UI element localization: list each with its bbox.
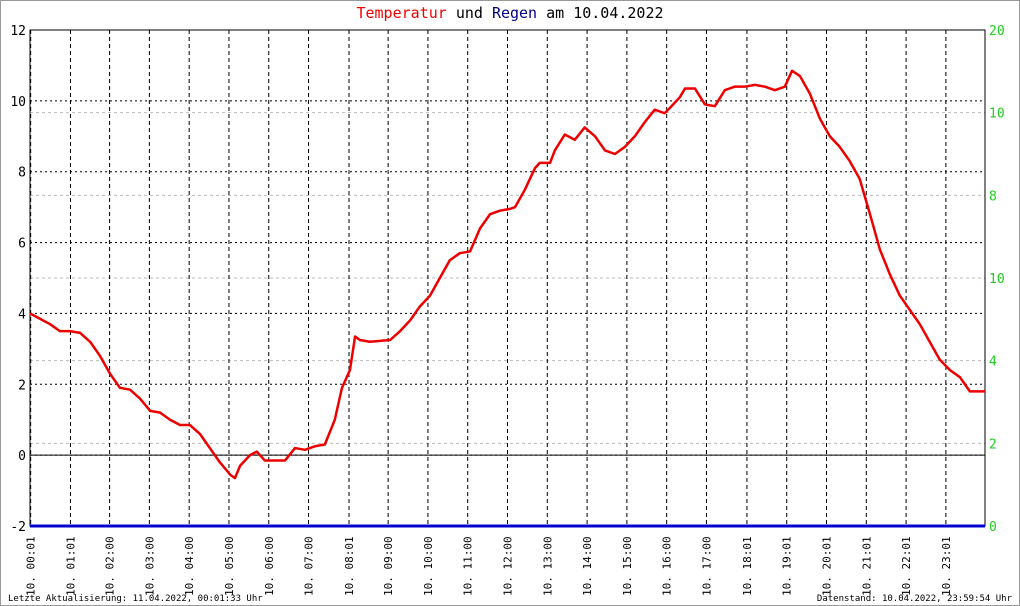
- title-part: Regen: [492, 4, 537, 22]
- y-tick-label: 12: [10, 24, 26, 39]
- x-tick-label: 10. 10:00: [422, 536, 435, 596]
- footer-right: Datenstand: 10.04.2022, 23:59:54 Uhr: [817, 594, 1013, 604]
- x-tick-label: 10. 16:00: [661, 536, 674, 596]
- y2-tick-label: 20: [989, 24, 1005, 39]
- x-tick-label: 10. 12:00: [502, 536, 515, 596]
- title-part: Temperatur: [356, 4, 446, 22]
- x-tick-label: 10. 23:01: [940, 536, 953, 596]
- y-tick-label: -2: [10, 520, 26, 535]
- x-tick-label: 10. 06:00: [263, 536, 276, 596]
- y2-tick-label: 8: [989, 189, 997, 204]
- x-tick-label: 10. 09:00: [382, 536, 395, 596]
- x-tick-label: 10. 02:00: [104, 536, 117, 596]
- x-tick-label: 10. 20:01: [821, 536, 834, 596]
- x-tick-label: 10. 18:01: [741, 536, 754, 596]
- title-part: und: [456, 4, 483, 22]
- x-tick-label: 10. 13:00: [541, 536, 554, 596]
- x-tick-label: 10. 08:01: [343, 536, 356, 596]
- y-tick-label: 8: [18, 166, 26, 181]
- y-tick-label: 4: [18, 307, 26, 322]
- x-tick-label: 10. 00:01: [25, 536, 38, 596]
- x-tick-label: 10. 03:00: [143, 536, 156, 596]
- title-part: am 10.04.2022: [546, 4, 663, 22]
- x-tick-label: 10. 21:01: [860, 536, 873, 596]
- y2-tick-label: 0: [989, 520, 997, 535]
- y2-tick-label: 2: [989, 437, 997, 452]
- x-tick-label: 10. 15:00: [621, 536, 634, 596]
- y-tick-label: 6: [18, 237, 26, 252]
- x-tick-label: 10. 14:00: [581, 536, 594, 596]
- x-tick-label: 10. 19:01: [781, 536, 794, 596]
- y2-tick-label: 10: [989, 107, 1005, 122]
- y-tick-label: 2: [18, 378, 26, 393]
- x-tick-label: 10. 11:00: [462, 536, 475, 596]
- y-tick-label: 0: [18, 449, 26, 464]
- x-tick-label: 10. 22:01: [900, 536, 913, 596]
- chart-title: Temperatur und Regen am 10.04.2022: [356, 4, 663, 22]
- x-tick-label: 10. 07:00: [303, 536, 316, 596]
- y2-tick-label: 10: [989, 272, 1005, 287]
- series-line: [29, 69, 985, 480]
- x-tick-label: 10. 05:00: [223, 536, 236, 596]
- y2-tick-label: 4: [989, 355, 997, 370]
- x-tick-label: 10. 17:00: [700, 536, 713, 596]
- x-tick-label: 10. 04:00: [183, 536, 196, 596]
- footer-left: Letzte Aktualisierung: 11.04.2022, 00:01…: [8, 594, 263, 604]
- y-tick-label: 10: [10, 95, 26, 110]
- x-tick-label: 10. 01:01: [64, 536, 77, 596]
